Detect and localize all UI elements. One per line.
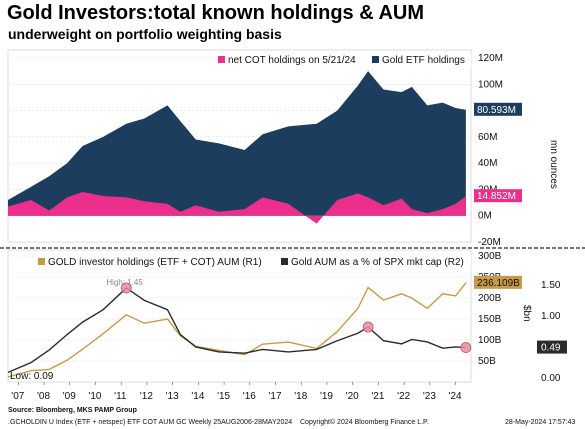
- legend-label-etf: Gold ETF holdings: [382, 55, 465, 66]
- x-tick-label: '19: [320, 391, 333, 402]
- cot-last-value-tag: [474, 189, 522, 203]
- high-marker: [120, 282, 132, 294]
- last-marker: [460, 342, 472, 353]
- etf-holdings-area: [8, 71, 466, 216]
- top-y-tick-label: -20M: [478, 237, 501, 248]
- legend-swatch-pct: [281, 258, 288, 265]
- x-tick-label: '17: [269, 391, 282, 402]
- aum-last-value: 236.109B: [477, 278, 520, 289]
- bottom-y-axis-label: $bn: [521, 305, 532, 322]
- bottom-y2-tick-label: 1.00: [541, 311, 561, 322]
- aum-line: [7, 282, 467, 378]
- x-tick-label: '22: [397, 391, 410, 402]
- bottom-plot-frame: [7, 249, 472, 383]
- x-tick-label: '24: [449, 391, 462, 402]
- x-tick-label: '16: [243, 391, 256, 402]
- top-legend-box: [215, 53, 471, 67]
- top-y-tick-label: 100M: [478, 79, 503, 90]
- high-annotation: High: 1.45: [106, 278, 143, 287]
- bottom-y2-tick-label: 0.00: [541, 373, 561, 384]
- low-annotation: Low: 0.09: [10, 371, 54, 382]
- chart-subtitle: underweight on portfolio weighting basis: [8, 26, 282, 42]
- index-note: .GCHOLDIN U Index (ETF + netspec) ETF CO…: [8, 419, 293, 426]
- top-y-tick-label: 60M: [478, 132, 497, 143]
- etf-last-value: 80.593M: [477, 105, 516, 116]
- source-note: Source: Bloomberg, MKS PAMP Group: [8, 407, 137, 414]
- x-tick-label: '08: [37, 391, 50, 402]
- pct-last-value-tag: [537, 340, 567, 354]
- x-tick-label: '23: [423, 391, 436, 402]
- x-tick-label: '07: [11, 391, 24, 402]
- bottom-y2-tick-label: 1.50: [541, 280, 561, 291]
- bottom-legend-box: [35, 255, 471, 269]
- legend-label-aum: GOLD investor holdings (ETF + COT) AUM (…: [48, 257, 262, 268]
- x-tick-label: '13: [166, 391, 179, 402]
- top-y-tick-label: 120M: [478, 53, 503, 64]
- chart-title: Gold Investors:total known holdings & AU…: [7, 2, 425, 24]
- legend-swatch-aum: [38, 258, 45, 265]
- bottom-y1-tick-label: 200B: [478, 293, 502, 304]
- recent-peak-marker: [362, 321, 374, 333]
- pct-spx-line: [7, 287, 466, 374]
- x-tick-label: '10: [88, 391, 101, 402]
- legend-label-cot: net COT holdings on 5/21/24: [228, 55, 356, 66]
- x-tick-label: '09: [63, 391, 76, 402]
- x-tick-label: '11: [114, 391, 127, 402]
- bottom-y1-tick-label: 50B: [478, 356, 496, 367]
- x-tick-label: '15: [217, 391, 230, 402]
- cot-last-value: 14.852M: [477, 191, 516, 202]
- etf-last-value-tag: [474, 102, 522, 116]
- top-y-tick-label: 0M: [478, 211, 492, 222]
- top-y-tick-label: 40M: [478, 158, 497, 169]
- legend-swatch-cot: [218, 56, 225, 63]
- bottom-y1-tick-label: 100B: [478, 335, 502, 346]
- copyright-note: Copyright© 2024 Bloomberg Finance L.P.: [300, 419, 429, 426]
- x-tick-label: '21: [371, 391, 384, 402]
- x-tick-label: '18: [294, 391, 307, 402]
- top-y-axis-label: mn ounces: [548, 140, 559, 189]
- pct-last-value: 0.49: [541, 343, 561, 354]
- legend-label-pct: Gold AUM as a % of SPX mkt cap (R2): [291, 257, 464, 268]
- aum-last-value-tag: [474, 275, 522, 289]
- x-tick-label: '20: [346, 391, 359, 402]
- legend-swatch-etf: [372, 56, 379, 63]
- x-tick-label: '14: [191, 391, 204, 402]
- timestamp-note: 28-May-2024 17:57:43: [505, 419, 576, 426]
- x-tick-label: '12: [140, 391, 153, 402]
- bottom-y1-tick-label: 150B: [478, 314, 502, 325]
- bottom-y1-tick-label: 300B: [478, 251, 502, 262]
- cot-holdings-area: [8, 192, 466, 224]
